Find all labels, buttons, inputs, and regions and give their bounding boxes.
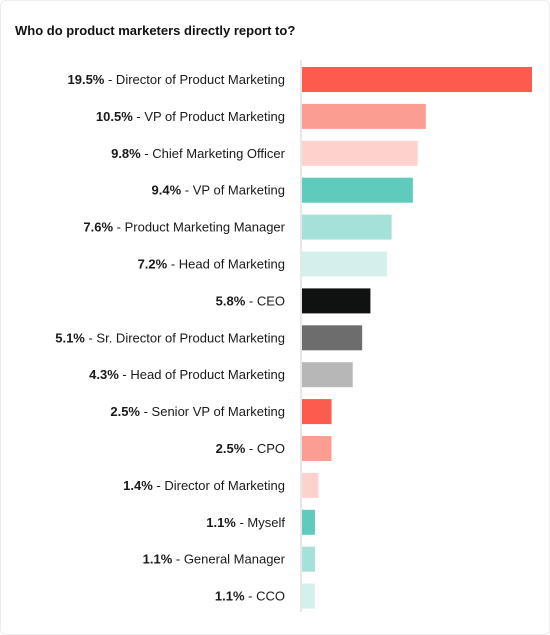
bar-label-12: 1.1% - Myself: [206, 515, 285, 530]
category-label-10: - CPO: [245, 441, 285, 456]
bar-label-0: 19.5% - Director of Product Marketing: [68, 72, 286, 87]
category-label-9: - Senior VP of Marketing: [140, 404, 285, 419]
bar-5: [302, 251, 387, 277]
category-label-12: - Myself: [236, 515, 286, 530]
bar-4: [302, 214, 392, 240]
bar-7: [302, 325, 363, 351]
category-label-13: - General Manager: [172, 552, 285, 567]
category-label-6: - CEO: [245, 293, 285, 308]
bar-10: [302, 436, 332, 461]
chart-title: Who do product marketers directly report…: [15, 23, 296, 38]
value-label-14: 1.1%: [215, 589, 245, 604]
bar-label-13: 1.1% - General Manager: [143, 552, 286, 567]
category-label-7: - Sr. Director of Product Marketing: [85, 330, 285, 345]
value-label-6: 5.8%: [216, 293, 246, 308]
value-label-8: 4.3%: [89, 367, 119, 382]
category-label-1: - VP of Product Marketing: [133, 109, 285, 124]
category-label-2: - Chief Marketing Officer: [141, 146, 286, 161]
bar-label-9: 2.5% - Senior VP of Marketing: [110, 404, 285, 419]
bar-label-8: 4.3% - Head of Product Marketing: [89, 367, 285, 382]
category-label-14: - CCO: [245, 589, 285, 604]
bar-label-2: 9.8% - Chief Marketing Officer: [111, 146, 286, 161]
bar-label-4: 7.6% - Product Marketing Manager: [83, 220, 285, 235]
value-label-11: 1.4%: [123, 478, 153, 493]
bar-11: [302, 472, 319, 498]
value-label-2: 9.8%: [111, 146, 141, 161]
value-label-5: 7.2%: [138, 257, 168, 272]
category-label-5: - Head of Marketing: [167, 257, 285, 272]
bar-13: [302, 546, 315, 572]
bar-2: [302, 140, 418, 166]
value-label-3: 9.4%: [152, 183, 182, 198]
bar-9: [302, 399, 332, 425]
bar-label-3: 9.4% - VP of Marketing: [152, 183, 285, 198]
bar-0: [302, 67, 532, 92]
category-label-8: - Head of Product Marketing: [119, 367, 285, 382]
category-label-3: - VP of Marketing: [181, 183, 285, 198]
category-label-4: - Product Marketing Manager: [113, 220, 286, 235]
value-label-9: 2.5%: [110, 404, 140, 419]
bar-label-10: 2.5% - CPO: [216, 441, 285, 456]
bar-label-5: 7.2% - Head of Marketing: [138, 257, 285, 272]
value-label-10: 2.5%: [216, 441, 246, 456]
bar-6: [302, 288, 371, 314]
bars: [302, 67, 532, 609]
value-label-7: 5.1%: [55, 330, 85, 345]
bar-14: [302, 583, 315, 609]
value-label-13: 1.1%: [143, 552, 173, 567]
value-label-4: 7.6%: [83, 220, 113, 235]
bar-3: [302, 177, 413, 203]
bar-label-6: 5.8% - CEO: [216, 293, 285, 308]
category-label-11: - Director of Marketing: [153, 478, 285, 493]
value-label-1: 10.5%: [96, 109, 133, 124]
bar-label-7: 5.1% - Sr. Director of Product Marketing: [55, 330, 285, 345]
value-label-12: 1.1%: [206, 515, 236, 530]
bar-8: [302, 362, 353, 388]
category-labels: 19.5% - Director of Product Marketing 10.…: [55, 72, 285, 604]
value-label-0: 19.5%: [68, 72, 105, 87]
bar-12: [302, 509, 315, 535]
category-label-0: - Director of Product Marketing: [104, 72, 285, 87]
bar-label-14: 1.1% - CCO: [215, 589, 285, 604]
bar-label-11: 1.4% - Director of Marketing: [123, 478, 285, 493]
bar-label-1: 10.5% - VP of Product Marketing: [96, 109, 285, 124]
bar-1: [302, 103, 426, 129]
